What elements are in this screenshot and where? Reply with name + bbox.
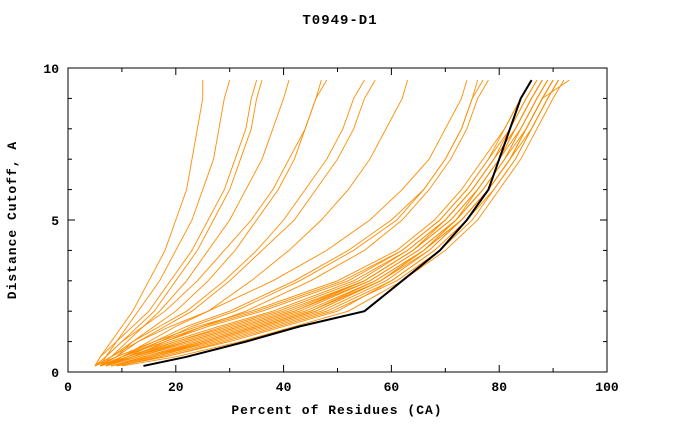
model-curve [105,80,409,367]
y-axis-label: Distance Cutoff, A [5,141,20,299]
model-curve [105,79,489,367]
model-curve [105,79,549,367]
model-curve [94,80,258,367]
model-curve [111,79,554,367]
x-tick-label: 40 [276,380,292,395]
x-tick-label: 100 [595,380,619,395]
model-curve [100,79,376,367]
highlight-curve [143,79,533,367]
x-tick-label: 0 [64,380,72,395]
model-curve [105,79,549,367]
y-tick-label: 10 [43,62,59,77]
model-curve [111,79,554,367]
model-curve [111,79,554,367]
chart-title: T0949-D1 [302,13,377,29]
model-curve [100,79,484,367]
model-curve [94,80,290,367]
x-axis-label: Percent of Residues (CA) [231,403,442,418]
plot-area: 0 20 40 60 80 100 0 5 10 [43,62,619,395]
model-curve [100,79,543,367]
x-tick-label: 20 [168,380,184,395]
model-curve [100,79,365,367]
model-curve [100,79,549,367]
model-curve [94,79,328,367]
x-tick-label: 60 [384,380,400,395]
model-curve [105,79,543,367]
plot-frame [67,67,608,373]
y-tick-label: 5 [51,214,59,229]
y-tick-label: 0 [51,366,59,381]
model-curve [111,79,543,367]
x-tick-label: 80 [491,380,507,395]
model-curve [121,79,565,367]
model-curve [94,80,204,367]
